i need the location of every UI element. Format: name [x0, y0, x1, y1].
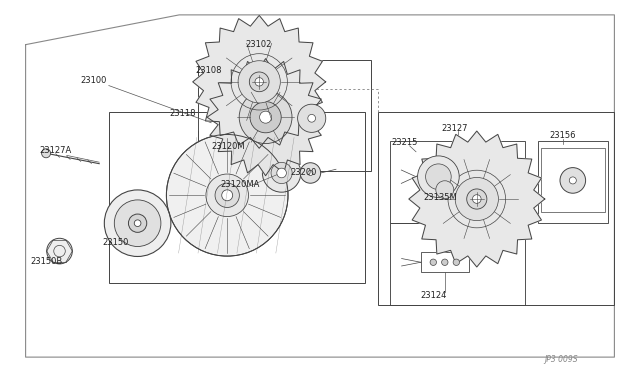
Polygon shape — [409, 131, 545, 267]
Ellipse shape — [262, 154, 301, 192]
Ellipse shape — [260, 111, 271, 123]
Ellipse shape — [453, 259, 460, 266]
Ellipse shape — [166, 135, 288, 256]
Bar — [541, 148, 605, 212]
Ellipse shape — [472, 195, 481, 203]
Ellipse shape — [134, 220, 141, 227]
Ellipse shape — [467, 189, 487, 209]
Ellipse shape — [308, 170, 313, 176]
Bar — [109, 112, 365, 283]
Ellipse shape — [250, 102, 281, 133]
Ellipse shape — [570, 177, 576, 184]
Ellipse shape — [238, 61, 280, 103]
Text: 23156: 23156 — [549, 131, 575, 140]
Bar — [378, 112, 614, 305]
Ellipse shape — [271, 163, 292, 183]
Bar — [278, 148, 285, 198]
Text: 23120M: 23120M — [211, 142, 245, 151]
Text: 23215: 23215 — [392, 138, 418, 147]
Bar — [538, 141, 608, 223]
Text: 23100: 23100 — [80, 76, 106, 85]
Ellipse shape — [308, 115, 316, 122]
Text: JP3 009S: JP3 009S — [544, 355, 578, 363]
Bar — [390, 223, 525, 305]
Bar — [198, 60, 371, 171]
Ellipse shape — [221, 190, 233, 201]
Text: 23102: 23102 — [245, 40, 271, 49]
Ellipse shape — [436, 181, 454, 199]
Bar — [390, 141, 525, 223]
Ellipse shape — [430, 259, 436, 266]
Polygon shape — [193, 15, 326, 148]
Ellipse shape — [115, 200, 161, 247]
Ellipse shape — [255, 78, 264, 86]
Ellipse shape — [426, 164, 451, 189]
Ellipse shape — [300, 163, 321, 183]
Ellipse shape — [129, 214, 147, 232]
Polygon shape — [207, 59, 324, 176]
Ellipse shape — [206, 174, 248, 217]
Ellipse shape — [298, 104, 326, 132]
Ellipse shape — [455, 177, 499, 221]
Text: 23150: 23150 — [102, 238, 129, 247]
Ellipse shape — [277, 168, 287, 178]
Bar — [421, 252, 468, 272]
Ellipse shape — [239, 91, 292, 144]
Text: 23124: 23124 — [420, 291, 447, 300]
Text: 23108: 23108 — [195, 66, 221, 75]
Ellipse shape — [418, 156, 460, 198]
Ellipse shape — [47, 238, 72, 264]
Text: 23127: 23127 — [442, 124, 468, 132]
Text: 23135M: 23135M — [424, 193, 458, 202]
Text: 23150B: 23150B — [31, 257, 63, 266]
Text: 23200: 23200 — [291, 168, 317, 177]
Text: 23127A: 23127A — [40, 146, 72, 155]
Text: 23118: 23118 — [170, 109, 196, 118]
Ellipse shape — [42, 149, 51, 158]
Ellipse shape — [104, 190, 171, 256]
Ellipse shape — [215, 183, 239, 208]
Text: 23120MA: 23120MA — [221, 180, 260, 189]
Ellipse shape — [250, 72, 269, 92]
Ellipse shape — [442, 259, 448, 266]
Ellipse shape — [560, 168, 586, 193]
